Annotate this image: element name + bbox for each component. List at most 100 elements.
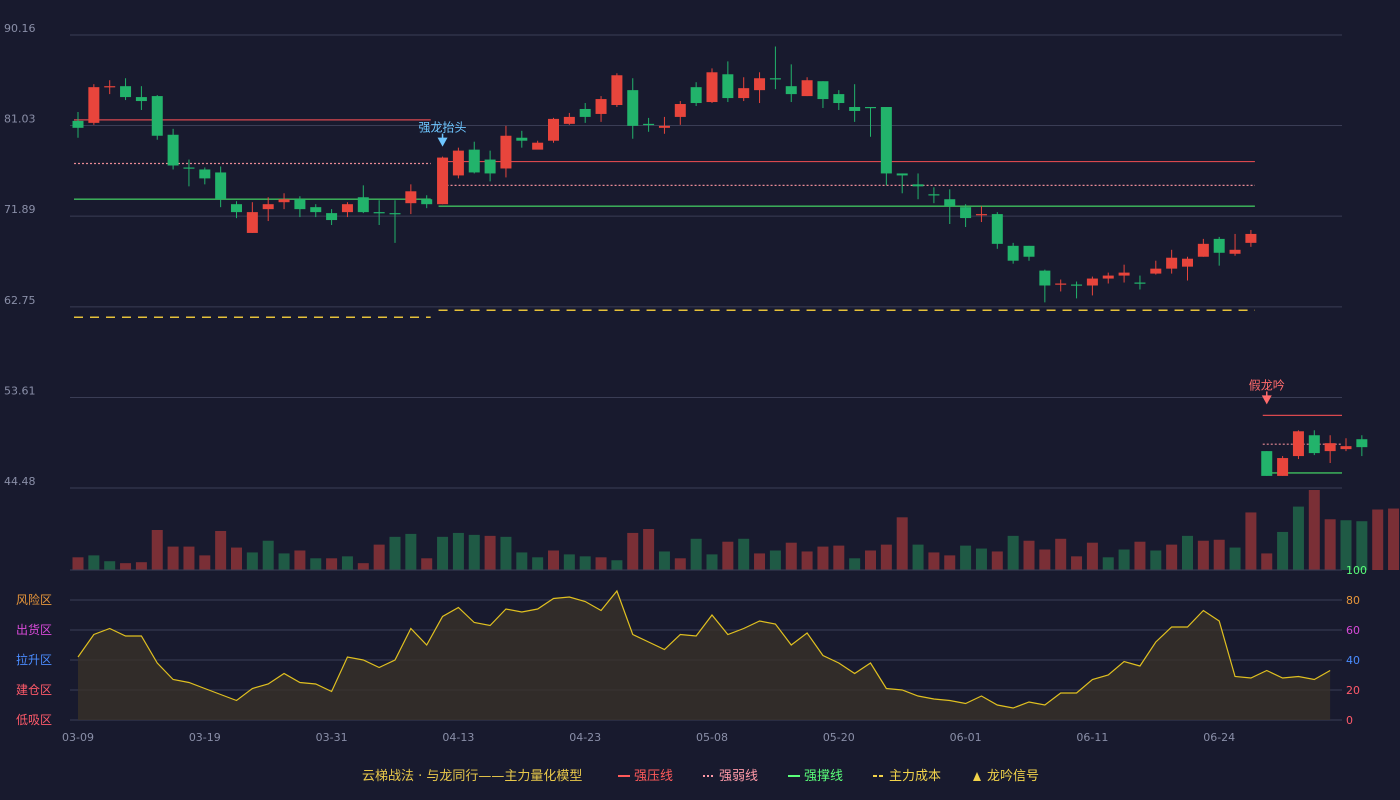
volume-bar <box>754 553 766 570</box>
legend-item: 强压线 <box>618 769 673 784</box>
volume-bar <box>120 563 132 570</box>
candle-body <box>722 74 734 99</box>
volume-bar <box>183 546 195 570</box>
candle-body <box>215 172 227 200</box>
candle-body <box>1213 238 1225 253</box>
candle <box>1229 233 1241 256</box>
candle-body <box>452 150 464 176</box>
legend-item: 龙吟信号 <box>973 768 1039 784</box>
legend-label: 主力成本 <box>889 769 941 784</box>
candle <box>1261 451 1273 476</box>
volume-bar <box>785 542 797 570</box>
candle <box>785 64 797 103</box>
volume-bar <box>563 554 575 570</box>
volume-bar <box>199 555 211 570</box>
volume-bar <box>1308 490 1320 570</box>
candle <box>246 202 258 233</box>
volume-bar <box>738 538 750 570</box>
candle <box>1197 238 1209 257</box>
candle-body <box>1134 282 1146 284</box>
volume-bar <box>1277 531 1289 570</box>
signal-arrow-icon <box>437 137 448 147</box>
candle-body <box>563 116 575 124</box>
volume-bar <box>1071 556 1083 570</box>
volume-bar <box>88 555 100 570</box>
candle <box>183 159 195 187</box>
volume-bar <box>880 544 892 570</box>
volume-bar <box>72 557 84 570</box>
indicator-tick-label: 40 <box>1346 654 1360 667</box>
volume-bar <box>611 560 623 570</box>
volume-bar <box>357 563 369 570</box>
candle <box>151 95 163 140</box>
x-tick-label: 04-23 <box>569 731 601 744</box>
candle <box>262 197 274 222</box>
candle <box>722 61 734 103</box>
candle-body <box>516 137 528 141</box>
candle-body <box>532 142 544 150</box>
candle-body <box>849 106 861 111</box>
candle <box>1055 279 1067 292</box>
candle <box>532 140 544 150</box>
candle <box>643 117 655 132</box>
indicator-zone-label: 拉升区 <box>16 652 52 667</box>
candle <box>437 156 449 205</box>
volume-bar <box>1292 506 1304 570</box>
volume-bar <box>928 552 940 570</box>
candle-body <box>754 78 766 91</box>
candle <box>1277 456 1289 476</box>
volume-bar <box>278 553 290 570</box>
candle <box>880 106 892 186</box>
volume-bar <box>1197 540 1209 570</box>
candle <box>1308 430 1320 456</box>
volume-bar <box>658 551 670 570</box>
candle <box>1166 249 1178 274</box>
candle <box>1039 269 1051 303</box>
volume-bar <box>991 551 1003 570</box>
volume-bar <box>944 555 956 570</box>
candle-body <box>278 199 290 203</box>
volume-bar <box>167 546 179 570</box>
price-tick-label: 44.48 <box>4 475 36 488</box>
candle <box>516 130 528 148</box>
candle <box>817 81 829 108</box>
candle-body <box>135 97 147 102</box>
candle <box>167 128 179 170</box>
candle <box>1071 281 1083 299</box>
candle-body <box>421 199 433 205</box>
indicator-tick-label: 60 <box>1346 624 1360 637</box>
candle <box>120 78 132 101</box>
candle <box>278 193 290 210</box>
volume-bar <box>674 558 686 570</box>
candle-body <box>1055 283 1067 285</box>
x-tick-label: 03-09 <box>62 731 94 744</box>
candle <box>991 212 1003 249</box>
volume-bar <box>1182 535 1193 570</box>
volume-bar <box>1356 521 1368 570</box>
candle <box>72 111 84 138</box>
signal-label: 强龙抬头 <box>419 121 467 135</box>
candle-body <box>579 108 591 117</box>
candle-body <box>1182 258 1193 267</box>
candle-body <box>801 80 813 97</box>
indicator-tick-label: 80 <box>1346 594 1360 607</box>
candle-body <box>437 157 449 205</box>
candle <box>1213 236 1225 266</box>
volume-bar <box>262 540 274 570</box>
candle-body <box>769 78 781 80</box>
candle-body <box>658 125 670 128</box>
indicator-area <box>78 591 1331 720</box>
volume-bar <box>294 550 306 570</box>
candle-body <box>912 184 924 187</box>
signal-arrow-icon <box>1261 395 1272 405</box>
candle <box>405 184 417 215</box>
volume-bar <box>769 550 781 570</box>
volume-bar <box>246 552 258 570</box>
x-tick-label: 06-11 <box>1076 731 1108 744</box>
candle <box>468 141 480 174</box>
volume-bar <box>1340 520 1352 570</box>
candle-body <box>262 204 274 210</box>
volume-bar <box>231 547 242 570</box>
volume-bar <box>1102 557 1114 570</box>
